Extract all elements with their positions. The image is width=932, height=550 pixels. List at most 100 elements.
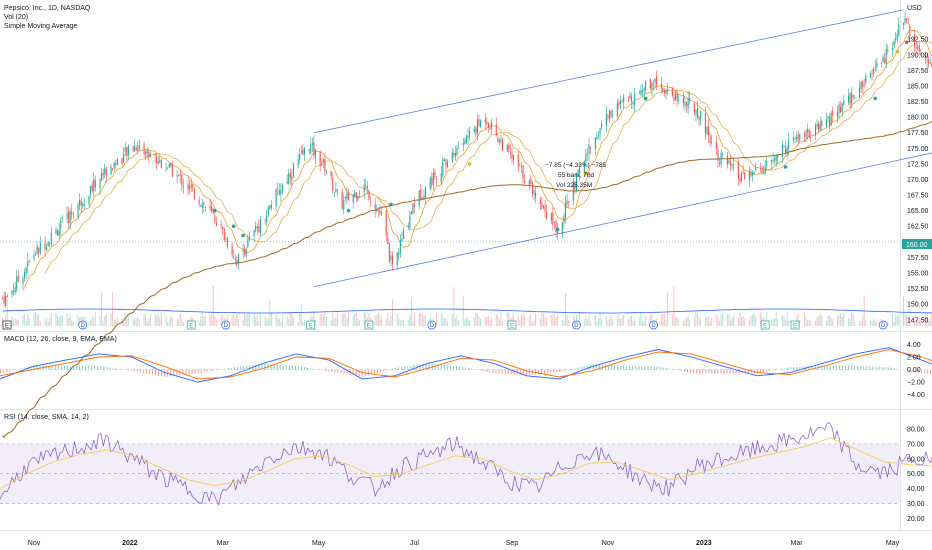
volume-bar — [253, 312, 255, 326]
volume-bar — [336, 312, 338, 326]
macd-histogram-bar — [276, 364, 278, 370]
earnings-marker-box[interactable] — [790, 320, 800, 330]
candle-body — [311, 142, 313, 146]
sma-indicator-label[interactable]: Simple Moving Average — [4, 23, 78, 30]
candle-body — [920, 53, 922, 55]
earnings-marker-box[interactable] — [364, 320, 374, 330]
volume-bar — [686, 317, 688, 326]
macd-histogram-bar — [79, 365, 81, 370]
channel-lower-line[interactable] — [313, 105, 932, 288]
volume-bar — [380, 317, 382, 326]
macd-histogram-bar — [45, 365, 47, 370]
volume-indicator-label[interactable]: Vol (20) — [4, 14, 28, 21]
event-marker[interactable]: D — [572, 320, 581, 330]
candle-body — [475, 127, 477, 133]
dividend-marker-circle[interactable] — [878, 320, 888, 330]
macd-histogram-bar — [30, 366, 32, 370]
candle-body — [608, 110, 611, 120]
dividend-marker-circle[interactable] — [221, 320, 231, 330]
volume-bar — [618, 314, 620, 326]
candle-body — [90, 186, 92, 195]
time-axis-label: Nov — [28, 540, 41, 547]
event-marker[interactable]: E — [186, 320, 196, 330]
candle-body — [209, 206, 211, 209]
macd-histogram-bar — [854, 365, 856, 370]
candle-body — [851, 93, 853, 104]
candle-body — [803, 134, 806, 136]
macd-histogram-bar — [659, 366, 661, 370]
candle-body — [796, 137, 798, 139]
macd-label[interactable]: MACD (12, 26, close, 9, EMA, EMA) — [4, 336, 117, 343]
candle-body — [643, 88, 645, 92]
event-marker[interactable]: D — [878, 320, 888, 330]
candle-body — [539, 199, 541, 205]
channel-upper-line[interactable] — [313, 9, 904, 134]
volume-bar — [854, 321, 856, 326]
volume-bar — [676, 317, 678, 326]
candle-body — [256, 226, 258, 229]
dividend-marker-circle[interactable] — [78, 320, 88, 330]
macd-plot[interactable] — [0, 347, 932, 400]
macd-histogram-bar — [507, 369, 509, 375]
rsi-label[interactable]: RSI (14, close, SMA, 14, 2) — [4, 414, 89, 421]
dividend-marker-circle[interactable] — [427, 320, 437, 330]
macd-histogram-bar — [240, 366, 242, 370]
candle-body — [17, 275, 19, 282]
event-marker[interactable]: D — [78, 320, 88, 330]
volume-bar — [572, 315, 574, 326]
macd-histogram-bar — [610, 365, 613, 370]
trend-channel[interactable] — [313, 9, 932, 288]
signal-dot — [895, 49, 900, 54]
event-marker[interactable]: E — [790, 320, 800, 330]
candle-body — [607, 115, 609, 118]
dividend-marker-circle[interactable] — [649, 320, 658, 330]
candle-body — [616, 103, 618, 117]
volume-bar — [586, 318, 588, 326]
event-marker[interactable]: E — [306, 320, 316, 330]
event-marker[interactable]: D — [649, 320, 658, 330]
candlesticks[interactable] — [2, 11, 932, 308]
volume-bar — [832, 318, 834, 326]
earnings-marker-box[interactable] — [306, 320, 316, 330]
macd-histogram-bar — [680, 369, 682, 372]
macd-histogram-bar — [653, 366, 655, 370]
event-marker[interactable]: E — [2, 320, 12, 330]
macd-histogram-bar — [650, 366, 652, 370]
volume-bar — [759, 312, 761, 326]
volume-bar — [722, 312, 724, 326]
earnings-marker-box[interactable] — [507, 320, 517, 330]
volume-bar — [673, 286, 675, 326]
volume-bar — [715, 314, 717, 326]
candle-body — [726, 155, 728, 165]
macd-histogram-bar — [227, 368, 230, 370]
volume-bar — [176, 318, 178, 326]
event-markers[interactable]: EDEDEEDEDDEEDEDEEE — [2, 320, 932, 330]
macd-histogram-bar — [395, 367, 397, 370]
macd-histogram-bar — [930, 369, 932, 374]
volume-bar — [330, 320, 332, 326]
earnings-marker-box[interactable] — [186, 320, 196, 330]
candle-body — [557, 230, 559, 234]
price-tick-label: 155.00 — [907, 271, 929, 278]
time-axis-label: Mar — [791, 540, 804, 547]
volume-bar — [665, 320, 667, 326]
macd-histogram-bar — [759, 369, 761, 373]
event-marker[interactable]: D — [427, 320, 437, 330]
candle-body — [671, 87, 673, 96]
rsi-plot[interactable] — [0, 422, 932, 522]
axes: 147.50 150.00 152.50 155.00 157.50 162.50 165.… — [0, 37, 929, 547]
candle-body — [924, 55, 927, 59]
event-marker[interactable]: E — [364, 320, 374, 330]
symbol-title[interactable]: Pepsico, Inc., 1D, NASDAQ — [4, 5, 91, 12]
earnings-marker-box[interactable] — [760, 320, 770, 330]
event-marker[interactable]: E — [507, 320, 517, 330]
candle-body — [5, 295, 7, 306]
candle-body — [83, 203, 85, 206]
event-marker[interactable]: D — [221, 320, 231, 330]
volume-bar — [231, 315, 233, 326]
volume-bar — [487, 315, 489, 326]
dividend-marker-circle[interactable] — [572, 320, 581, 330]
earnings-marker-box[interactable] — [2, 320, 12, 330]
event-marker[interactable]: E — [760, 320, 770, 330]
